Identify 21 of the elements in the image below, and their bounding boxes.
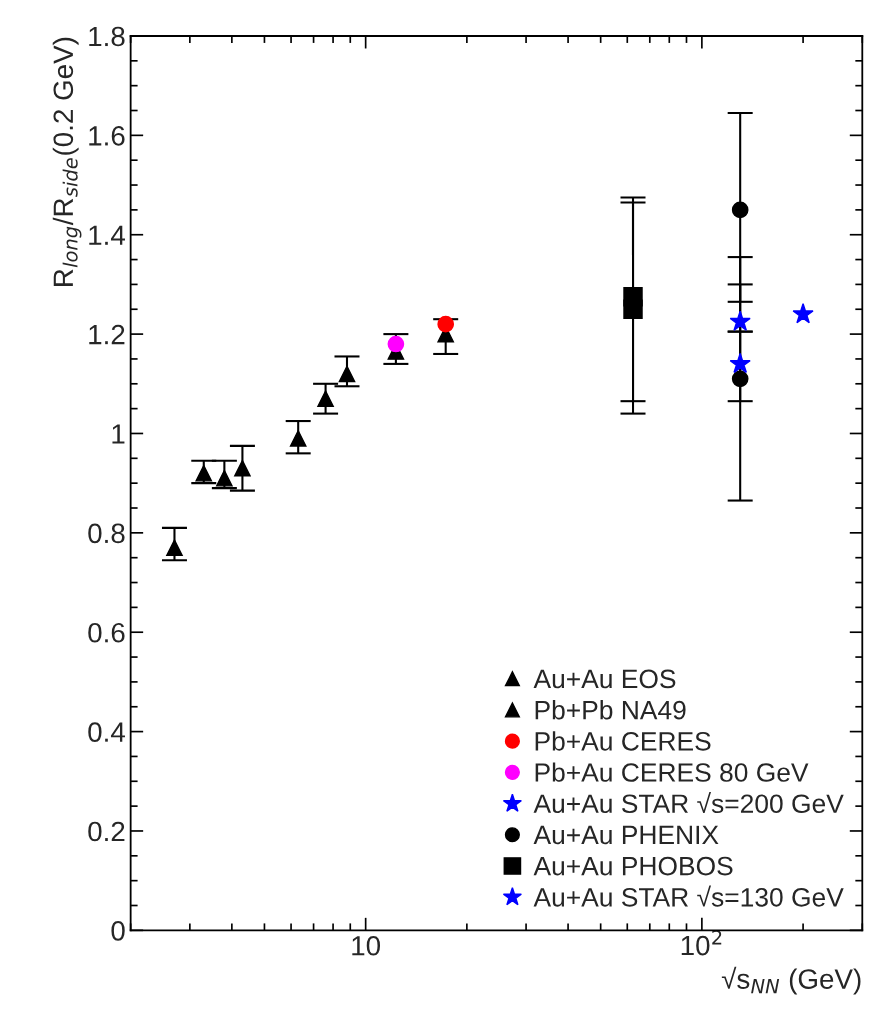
legend-label: Au+Au STAR √s=130 GeV — [533, 885, 844, 907]
legend-label: Pb+Au CERES — [535, 731, 711, 751]
y-axis-title: R$_{long}$/R$_{side}$(0.2 GeV) — [52, 37, 82, 286]
y-tick-label: 0 — [111, 921, 125, 941]
y-tick-label: 1.8 — [89, 26, 125, 47]
legend-label: Au+Au PHOBOS — [533, 856, 733, 876]
legend-label: Au+Au STAR √s=200 GeV — [533, 791, 844, 814]
y-tick-label: 0.4 — [88, 722, 125, 742]
x-tick-label: 10 — [352, 935, 381, 956]
y-tick-label: 0.2 — [88, 821, 125, 842]
y-tick-label: 0.6 — [88, 622, 125, 643]
legend-label: Au+Au EOS — [533, 669, 676, 689]
legend-label: Au+Au PHENIX — [533, 825, 719, 845]
legend-label: Pb+Au CERES 80 GeV — [535, 762, 809, 782]
legend-label: Pb+Pb NA49 — [535, 700, 686, 720]
y-tick-label: 1.6 — [89, 126, 125, 146]
y-tick-label: 1 — [112, 424, 125, 444]
y-tick-label: 1.4 — [89, 225, 125, 245]
y-tick-label: 1.2 — [89, 324, 125, 345]
x-axis-title: √s$_{NN}$ (GeV) — [721, 966, 861, 995]
y-tick-label: 0.8 — [88, 523, 125, 544]
